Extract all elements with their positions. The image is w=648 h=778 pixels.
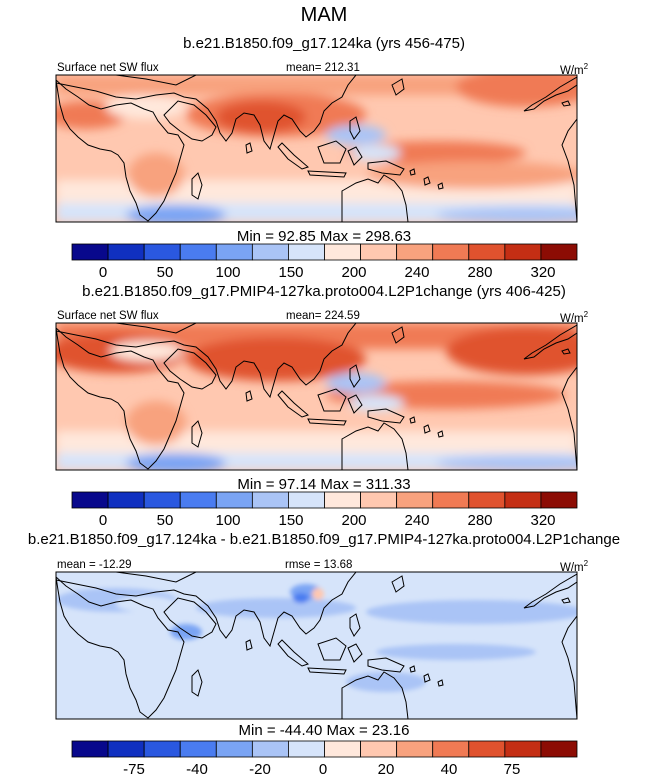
colorbar-box xyxy=(71,740,109,758)
colorbar-tick-label: 100 xyxy=(215,512,241,529)
panel2-variable-label: Surface net SW flux xyxy=(57,310,159,322)
colorbar-box xyxy=(504,740,542,758)
colorbar-box xyxy=(71,491,109,509)
figure-title: MAM xyxy=(300,4,348,26)
colorbar-box xyxy=(360,243,398,261)
colorbar-tick-label: 100 xyxy=(215,264,241,281)
colorbar-box xyxy=(179,243,217,261)
colorbar-tick-label: 0 xyxy=(318,761,328,778)
panel1-case-title: b.e21.B1850.f09_g17.124ka (yrs 456-475) xyxy=(183,35,465,52)
colorbar-box xyxy=(251,243,289,261)
colorbar-tick-label: -20 xyxy=(249,761,271,778)
colorbar-box xyxy=(360,740,398,758)
colorbar-tick-label: 280 xyxy=(467,512,493,529)
colorbar-box xyxy=(288,243,325,261)
panel2-mean-label: mean= 224.59 xyxy=(286,310,360,322)
panel1-units-label: W/m2 xyxy=(560,62,589,77)
colorbar-tick-label: 240 xyxy=(404,264,430,281)
colorbar-tick-label: 20 xyxy=(377,761,395,778)
colorbar-tick-label: 75 xyxy=(503,761,521,778)
colorbar-box xyxy=(432,740,470,758)
colorbar-box xyxy=(107,740,145,758)
colorbar-box xyxy=(251,740,289,758)
colorbar-tick-label: 200 xyxy=(341,512,367,529)
colorbar-box xyxy=(179,491,217,509)
colorbar-box xyxy=(540,243,578,261)
colorbar-box xyxy=(143,740,181,758)
colorbar-tick-label: 0 xyxy=(98,264,108,281)
colorbar-box xyxy=(432,243,470,261)
colorbar-box xyxy=(143,243,181,261)
colorbar-tick-label: 320 xyxy=(530,512,556,529)
colorbar-tick-label: 0 xyxy=(98,512,108,529)
colorbar-box xyxy=(215,491,253,509)
colorbar-box xyxy=(288,740,325,758)
panel2-minmax: Min = 97.14 Max = 311.33 xyxy=(237,476,411,493)
colorbar-tick-label: 50 xyxy=(156,512,174,529)
colorbar-tick-label: 240 xyxy=(404,512,430,529)
colorbar-tick-label: 200 xyxy=(341,264,367,281)
panel3-mean-label: mean = -12.29 xyxy=(57,559,132,571)
colorbar-box xyxy=(143,491,181,509)
panel2-colorbar xyxy=(71,491,578,509)
colorbar-tick-label: 320 xyxy=(530,264,556,281)
colorbar-box xyxy=(288,491,325,509)
colorbar-box xyxy=(360,491,398,509)
colorbar-box xyxy=(468,491,506,509)
colorbar-tick-label: 280 xyxy=(467,264,493,281)
colorbar-box xyxy=(215,243,253,261)
colorbar-box xyxy=(107,491,145,509)
colorbar-box xyxy=(324,243,361,261)
colorbar-tick-label: 40 xyxy=(440,761,458,778)
panel2-map xyxy=(55,322,578,471)
colorbar-box xyxy=(324,740,361,758)
colorbar-box xyxy=(215,740,253,758)
colorbar-box xyxy=(107,243,145,261)
colorbar-box xyxy=(540,740,578,758)
panel1-mean-label: mean= 212.31 xyxy=(286,62,360,74)
panel2-units-label: W/m2 xyxy=(560,310,589,325)
panel1-variable-label: Surface net SW flux xyxy=(57,62,159,74)
colorbar-box xyxy=(324,491,361,509)
colorbar-tick-label: -40 xyxy=(186,761,208,778)
panel1-minmax: Min = 92.85 Max = 298.63 xyxy=(236,228,412,245)
panel3-map xyxy=(55,571,578,720)
colorbar-box xyxy=(504,243,542,261)
panel1-colorbar xyxy=(71,243,578,261)
panel3-minmax: Min = -44.40 Max = 23.16 xyxy=(238,722,410,739)
colorbar-tick-label: 150 xyxy=(278,264,304,281)
colorbar-box xyxy=(432,491,470,509)
panel3-case-title: b.e21.B1850.f09_g17.124ka - b.e21.B1850.… xyxy=(27,531,621,548)
colorbar-tick-label: 150 xyxy=(278,512,304,529)
colorbar-tick-label: -75 xyxy=(123,761,145,778)
colorbar-box xyxy=(504,491,542,509)
colorbar-tick-label: 50 xyxy=(156,264,174,281)
colorbar-box xyxy=(540,491,578,509)
colorbar-box xyxy=(396,740,434,758)
panel3-rmse-label: rmse = 13.68 xyxy=(285,559,353,571)
colorbar-box xyxy=(179,740,217,758)
colorbar-box xyxy=(71,243,109,261)
colorbar-box xyxy=(468,740,506,758)
panel3-colorbar xyxy=(71,740,578,758)
colorbar-box xyxy=(251,491,289,509)
colorbar-box xyxy=(396,491,434,509)
colorbar-box xyxy=(468,243,506,261)
panel1-map xyxy=(55,74,578,223)
colorbar-box xyxy=(396,243,434,261)
panel3-units-label: W/m2 xyxy=(560,559,589,574)
panel2-case-title: b.e21.B1850.f09_g17.PMIP4-127ka.proto004… xyxy=(82,283,566,300)
